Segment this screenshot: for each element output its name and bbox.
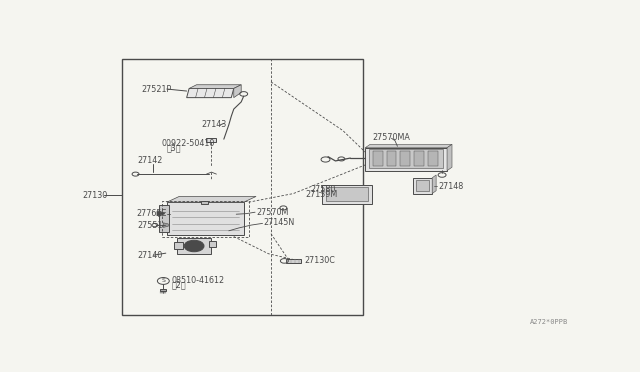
Text: 27580: 27580: [310, 185, 336, 194]
Bar: [209, 241, 216, 247]
Bar: [174, 242, 183, 250]
Text: 27765E: 27765E: [136, 209, 166, 218]
Text: 27570M: 27570M: [256, 208, 289, 217]
Bar: [207, 138, 216, 142]
Polygon shape: [187, 89, 234, 97]
Bar: [401, 151, 410, 166]
Polygon shape: [163, 223, 168, 227]
Polygon shape: [157, 211, 163, 216]
Text: A272*0PPB: A272*0PPB: [531, 319, 568, 325]
Text: （2）: （2）: [172, 281, 186, 290]
Bar: [177, 238, 211, 254]
Bar: [416, 180, 429, 191]
Bar: [167, 202, 244, 235]
Text: 27143: 27143: [202, 121, 227, 129]
Polygon shape: [189, 85, 241, 89]
Text: 00922-50410: 00922-50410: [162, 139, 215, 148]
Bar: [322, 185, 372, 203]
Text: S: S: [161, 279, 165, 283]
Text: 27145N: 27145N: [264, 218, 295, 227]
Text: 27570MA: 27570MA: [372, 133, 410, 142]
Bar: [369, 149, 443, 168]
Polygon shape: [234, 85, 241, 97]
Text: 27148: 27148: [438, 182, 463, 191]
Bar: [365, 148, 447, 171]
Circle shape: [184, 240, 204, 252]
Text: 27130: 27130: [83, 190, 108, 199]
Text: 27139M: 27139M: [306, 190, 338, 199]
Bar: [159, 205, 169, 232]
Bar: [122, 59, 363, 315]
Bar: [286, 259, 301, 263]
Bar: [326, 187, 367, 201]
Text: 27140: 27140: [137, 251, 163, 260]
Bar: [414, 151, 424, 166]
Polygon shape: [447, 144, 452, 171]
Polygon shape: [365, 144, 452, 148]
Bar: [202, 201, 209, 205]
Text: 27142: 27142: [137, 156, 163, 165]
Text: 27551: 27551: [137, 221, 163, 230]
Polygon shape: [432, 175, 436, 193]
Bar: [413, 178, 432, 193]
Bar: [161, 289, 166, 291]
Text: （3）: （3）: [167, 144, 181, 153]
Bar: [428, 151, 438, 166]
Text: 08510-41612: 08510-41612: [172, 276, 225, 285]
Bar: [372, 151, 383, 166]
Polygon shape: [167, 196, 256, 202]
Bar: [387, 151, 396, 166]
Text: 27130C: 27130C: [304, 256, 335, 265]
Text: 27521P: 27521P: [141, 84, 172, 93]
